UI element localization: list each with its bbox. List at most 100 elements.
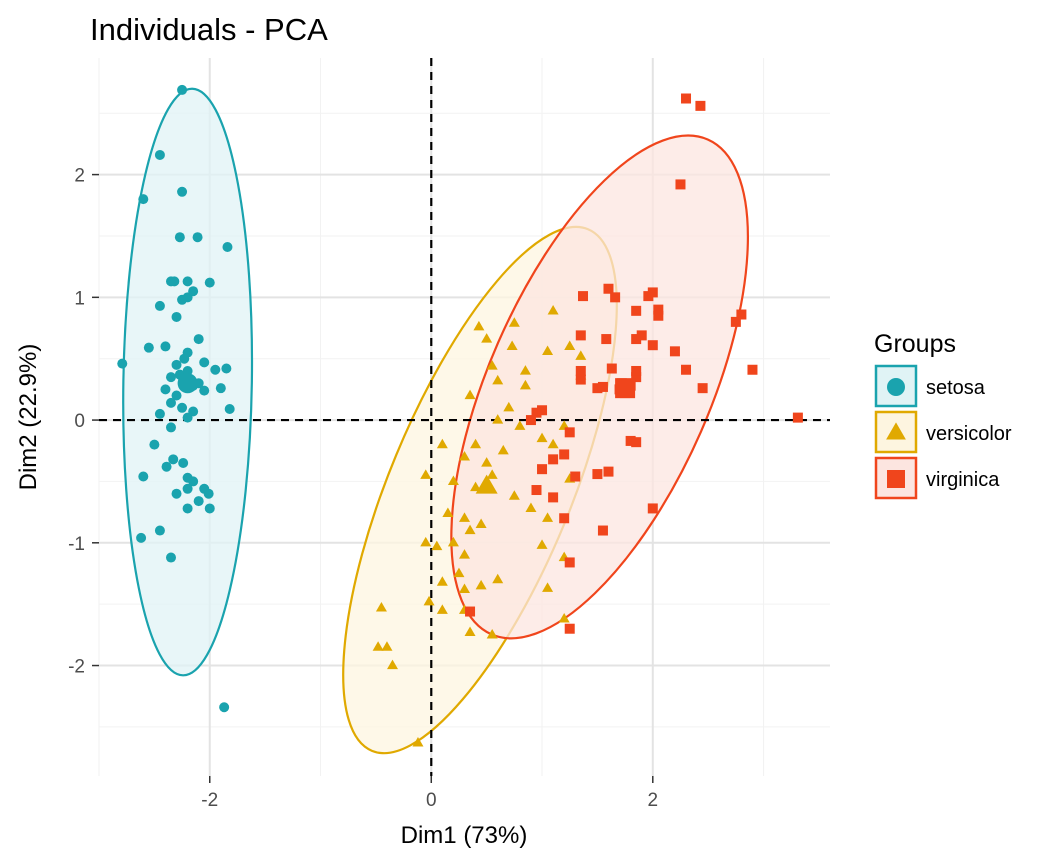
setosa-point — [215, 383, 226, 394]
setosa-point — [193, 334, 204, 345]
setosa-point — [177, 186, 188, 197]
virginica-point — [548, 454, 559, 465]
versicolor-point — [542, 512, 554, 522]
virginica-point — [531, 407, 542, 418]
setosa-point — [188, 476, 199, 487]
versicolor-legend-label: versicolor — [926, 423, 1012, 445]
setosa-point — [174, 232, 185, 243]
versicolor-point — [470, 481, 482, 492]
virginica-point — [592, 469, 603, 480]
versicolor-point — [475, 579, 487, 590]
virginica-point — [570, 471, 581, 482]
versicolor-point — [481, 333, 493, 343]
virginica-point — [675, 179, 686, 190]
versicolor-point — [412, 736, 424, 747]
virginica-point — [792, 412, 803, 423]
virginica-point — [559, 449, 570, 460]
virginica-point — [610, 292, 621, 303]
versicolor-point — [508, 317, 520, 327]
versicolor-legend-marker — [886, 422, 906, 440]
y-tick-label: -2 — [68, 657, 85, 678]
setosa-point — [136, 532, 147, 543]
versicolor-point — [492, 374, 504, 385]
virginica-point — [631, 305, 642, 316]
virginica-point — [575, 374, 586, 385]
versicolor-point — [420, 469, 432, 479]
virginica-point — [559, 513, 570, 524]
versicolor-point — [431, 540, 443, 551]
versicolor-point — [481, 457, 493, 467]
virginica-point — [564, 427, 575, 438]
versicolor-point — [420, 536, 432, 547]
setosa-point — [117, 358, 128, 369]
virginica-point — [603, 283, 614, 294]
virginica-point — [631, 334, 642, 345]
virginica-point — [647, 503, 658, 514]
virginica-point — [606, 363, 617, 374]
virginica-point — [537, 405, 548, 416]
virginica-point — [564, 557, 575, 568]
virginica-point — [636, 330, 647, 341]
setosa-point — [177, 402, 188, 413]
virginica-centroid — [615, 378, 636, 399]
virginica-legend-marker — [887, 470, 905, 488]
versicolor-point — [492, 573, 504, 584]
virginica-point — [730, 316, 741, 327]
y-tick-label: 1 — [74, 288, 85, 309]
x-axis-title: Dim1 (73%) — [401, 822, 528, 849]
versicolor-point — [486, 360, 498, 370]
versicolor-point — [519, 365, 531, 375]
virginica-point — [647, 287, 658, 298]
versicolor-point — [464, 626, 476, 637]
virginica-point — [601, 334, 612, 345]
versicolor-point — [470, 438, 482, 449]
virginica-point — [597, 525, 608, 536]
setosa-point — [154, 408, 165, 419]
setosa-point — [138, 471, 149, 482]
setosa-point — [154, 300, 165, 311]
versicolor-point — [436, 438, 448, 449]
setosa-centroid — [177, 373, 198, 394]
versicolor-point — [486, 469, 498, 479]
virginica-point — [578, 291, 589, 302]
versicolor-point — [464, 389, 476, 400]
setosa-point — [149, 439, 160, 450]
versicolor-point — [447, 536, 459, 547]
setosa-point — [143, 342, 154, 353]
versicolor-point — [375, 601, 387, 612]
versicolor-point — [508, 490, 520, 500]
setosa-point — [169, 276, 180, 287]
data-points — [117, 84, 803, 747]
virginica-point — [575, 330, 586, 341]
setosa-point — [168, 454, 179, 465]
virginica-point — [681, 93, 692, 104]
versicolor-point — [514, 420, 526, 430]
virginica-point — [647, 340, 658, 351]
setosa-point — [219, 702, 230, 713]
virginica-point — [525, 415, 536, 426]
virginica-point — [603, 466, 614, 477]
axes: -2 0 2 -2 -1 0 1 2 — [68, 166, 658, 811]
virginica-point — [631, 437, 642, 448]
virginica-point — [592, 383, 603, 394]
versicolor-point — [503, 401, 515, 412]
virginica-point — [564, 623, 575, 634]
setosa-point — [182, 483, 193, 494]
setosa-point — [154, 149, 165, 160]
virginica-legend-label: virginica — [926, 469, 1000, 491]
versicolor-point — [473, 320, 485, 331]
versicolor-centroid — [475, 474, 498, 494]
versicolor-point — [492, 414, 504, 424]
setosa-point — [177, 84, 188, 95]
virginica-point — [653, 304, 664, 315]
versicolor-point — [542, 582, 554, 592]
setosa-point — [182, 412, 193, 423]
setosa-point — [171, 311, 182, 322]
versicolor-point — [372, 641, 384, 651]
setosa-point — [204, 503, 215, 514]
setosa-point — [203, 488, 214, 499]
y-axis-title: Dim2 (22.9%) — [15, 344, 42, 491]
versicolor-point — [459, 450, 470, 461]
setosa-legend-label: setosa — [926, 377, 986, 399]
